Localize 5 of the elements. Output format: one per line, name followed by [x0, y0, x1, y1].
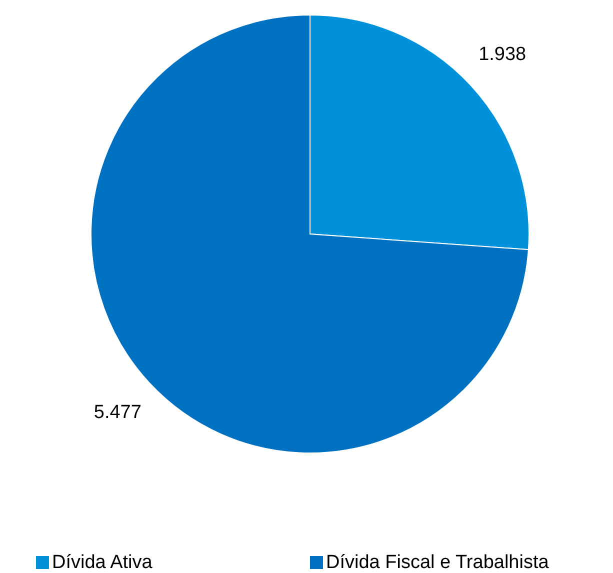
legend-label: Dívida Ativa [52, 552, 153, 573]
data-label: 5.477 [94, 402, 142, 424]
data-label: 1.938 [478, 44, 526, 65]
pie-slice [90, 14, 529, 454]
legend-label: Dívida Fiscal e Trabalhista [326, 552, 550, 573]
